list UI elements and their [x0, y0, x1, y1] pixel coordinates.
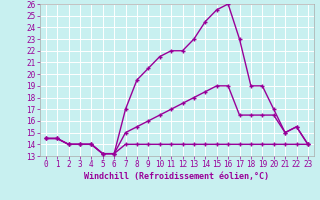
X-axis label: Windchill (Refroidissement éolien,°C): Windchill (Refroidissement éolien,°C)	[84, 172, 269, 181]
